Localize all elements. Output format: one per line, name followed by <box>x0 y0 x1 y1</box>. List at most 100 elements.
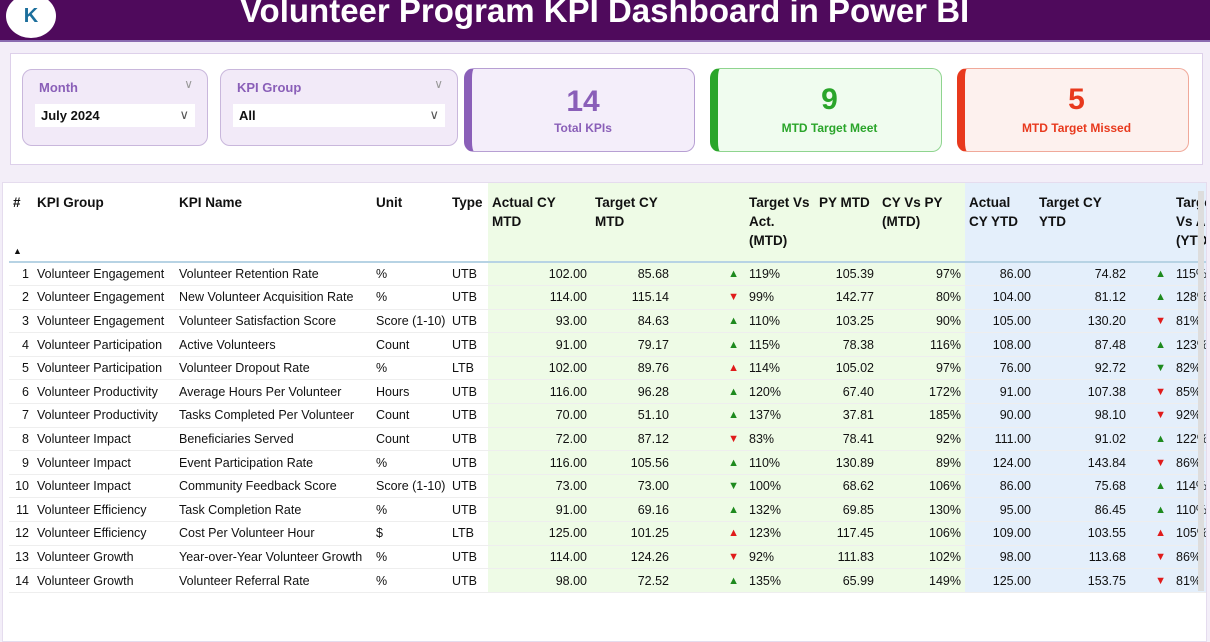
target-cy-ytd: 113.68 <box>1035 545 1130 570</box>
table-row[interactable]: 3 Volunteer Engagement Volunteer Satisfact… <box>9 309 1206 334</box>
triangle-up-green-icon: ▲ <box>673 450 745 475</box>
month-value: July 2024 <box>41 108 100 123</box>
row-number: 3 <box>9 309 33 334</box>
table-row[interactable]: 1 Volunteer Engagement Volunteer Retention… <box>9 262 1206 287</box>
target-vs-act-mtd: 114% <box>745 356 815 381</box>
actual-cy-ytd: 125.00 <box>965 568 1035 593</box>
card-value: 5 <box>1068 83 1085 116</box>
py-mtd: 105.39 <box>815 262 878 287</box>
py-mtd: 67.40 <box>815 379 878 405</box>
row-number: 8 <box>9 427 33 452</box>
triangle-down-red-icon: ▼ <box>1130 309 1172 334</box>
column-header-label: KPI Group <box>37 195 104 210</box>
kpi-name: Active Volunteers <box>175 332 372 357</box>
table-row[interactable]: 4 Volunteer Participation Active Volunteer… <box>9 332 1206 357</box>
column-header[interactable] <box>1130 183 1172 262</box>
triangle-up-green-icon: ▲ <box>1130 427 1172 452</box>
month-dropdown[interactable]: July 2024 ∨ <box>35 104 195 127</box>
actual-cy-mtd: 102.00 <box>488 356 591 381</box>
logo-text: K <box>23 4 39 27</box>
target-vs-act-mtd: 137% <box>745 403 815 428</box>
column-header[interactable]: Actual CY MTD <box>488 183 591 262</box>
column-header[interactable]: KPI Name <box>175 183 372 262</box>
table-row[interactable]: 13 Volunteer Growth Year-over-Year Volunte… <box>9 545 1206 570</box>
kpi-group: Volunteer Impact <box>33 474 175 499</box>
cy-vs-py-mtd: 89% <box>878 450 965 475</box>
target-cy-ytd: 130.20 <box>1035 309 1130 334</box>
table-row[interactable]: 2 Volunteer Engagement New Volunteer Acqui… <box>9 285 1206 310</box>
column-header[interactable]: CY Vs PY (MTD) <box>878 183 965 262</box>
py-mtd: 130.89 <box>815 450 878 475</box>
column-header[interactable]: Unit <box>372 183 448 262</box>
unit: % <box>372 450 448 475</box>
unit: % <box>372 568 448 593</box>
cy-vs-py-mtd: 106% <box>878 521 965 546</box>
triangle-up-green-icon: ▲ <box>1130 285 1172 310</box>
column-header[interactable]: Actual CY YTD <box>965 183 1035 262</box>
py-mtd: 105.02 <box>815 356 878 381</box>
chevron-down-icon[interactable]: ∨ <box>179 107 189 122</box>
triangle-down-green-icon: ▼ <box>673 474 745 499</box>
py-mtd: 111.83 <box>815 545 878 570</box>
table-row[interactable]: 9 Volunteer Impact Event Participation Rat… <box>9 450 1206 475</box>
vertical-scrollbar[interactable] <box>1198 191 1204 591</box>
kpi-group: Volunteer Growth <box>33 545 175 570</box>
target-cy-ytd: 92.72 <box>1035 356 1130 381</box>
column-header[interactable]: Target CY YTD <box>1035 183 1130 262</box>
table-row[interactable]: 12 Volunteer Efficiency Cost Per Volunteer… <box>9 521 1206 546</box>
target-cy-ytd: 103.55 <box>1035 521 1130 546</box>
column-header[interactable] <box>673 183 745 262</box>
logo: K <box>6 0 56 38</box>
unit: Count <box>372 427 448 452</box>
cy-vs-py-mtd: 116% <box>878 332 965 357</box>
triangle-up-red-icon: ▲ <box>673 521 745 546</box>
triangle-up-green-icon: ▲ <box>673 309 745 334</box>
cy-vs-py-mtd: 102% <box>878 545 965 570</box>
kpi-group-dropdown[interactable]: All ∨ <box>233 104 445 127</box>
table-row[interactable]: 10 Volunteer Impact Community Feedback Sco… <box>9 474 1206 499</box>
target-cy-ytd: 81.12 <box>1035 285 1130 310</box>
table-row[interactable]: 7 Volunteer Productivity Tasks Completed P… <box>9 403 1206 428</box>
column-header[interactable]: Target Vs Act. (MTD) <box>745 183 815 262</box>
unit: Score (1-10) <box>372 474 448 499</box>
column-header-label: Actual CY YTD <box>969 195 1019 229</box>
kpi-name: Event Participation Rate <box>175 450 372 475</box>
column-header[interactable]: PY MTD <box>815 183 878 262</box>
actual-cy-mtd: 73.00 <box>488 474 591 499</box>
cy-vs-py-mtd: 90% <box>878 309 965 334</box>
cy-vs-py-mtd: 92% <box>878 427 965 452</box>
chevron-down-icon[interactable]: ∨ <box>429 107 439 122</box>
target-cy-mtd: 69.16 <box>591 497 673 523</box>
row-number: 7 <box>9 403 33 428</box>
column-header[interactable]: KPI Group <box>33 183 175 262</box>
row-number: 1 <box>9 262 33 287</box>
triangle-up-green-icon: ▲ <box>673 332 745 357</box>
column-header-label: PY MTD <box>819 195 870 210</box>
column-header[interactable]: # ▲ <box>9 183 33 262</box>
target-cy-mtd: 115.14 <box>591 285 673 310</box>
row-number: 4 <box>9 332 33 357</box>
chevron-down-icon[interactable]: ∨ <box>184 77 193 91</box>
cy-vs-py-mtd: 172% <box>878 379 965 405</box>
table-row[interactable]: 6 Volunteer Productivity Average Hours Per… <box>9 379 1206 405</box>
target-vs-act-mtd: 83% <box>745 427 815 452</box>
table-row[interactable]: 5 Volunteer Participation Volunteer Dropou… <box>9 356 1206 381</box>
type: UTB <box>448 309 488 334</box>
actual-cy-mtd: 93.00 <box>488 309 591 334</box>
column-header[interactable]: Target CY MTD <box>591 183 673 262</box>
kpi-group: Volunteer Productivity <box>33 403 175 428</box>
card-value: 9 <box>821 83 838 116</box>
chevron-down-icon[interactable]: ∨ <box>434 77 443 91</box>
table-row[interactable]: 11 Volunteer Efficiency Task Completion Ra… <box>9 497 1206 523</box>
actual-cy-ytd: 95.00 <box>965 497 1035 523</box>
table-row[interactable]: 8 Volunteer Impact Beneficiaries Served Cou… <box>9 427 1206 452</box>
column-header[interactable]: Type <box>448 183 488 262</box>
month-slicer[interactable]: Month ∨ July 2024 ∨ <box>22 69 208 146</box>
type: UTB <box>448 285 488 310</box>
row-number: 9 <box>9 450 33 475</box>
sort-ascending-icon[interactable]: ▲ <box>13 246 22 256</box>
table-row[interactable]: 14 Volunteer Growth Volunteer Referral Rat… <box>9 568 1206 593</box>
type: UTB <box>448 379 488 405</box>
kpi-group-slicer[interactable]: KPI Group ∨ All ∨ <box>220 69 458 146</box>
kpi-group: Volunteer Productivity <box>33 379 175 405</box>
